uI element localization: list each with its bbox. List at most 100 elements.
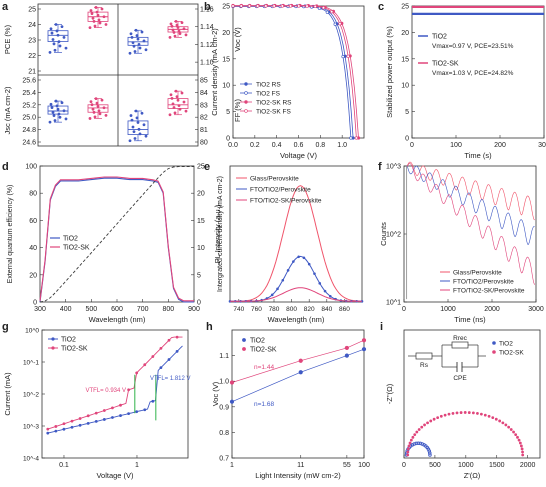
box-point — [91, 16, 95, 20]
box-point — [180, 21, 184, 25]
axis-label-g: Current (mA) — [3, 372, 12, 416]
legend-label-h: TiO2 — [250, 338, 265, 345]
box-point — [131, 41, 135, 45]
eis-point — [517, 438, 521, 442]
box-point — [173, 34, 177, 38]
axis-label-a: PCE (%) — [3, 24, 12, 54]
eis-point — [463, 411, 467, 414]
eis-point — [514, 433, 518, 437]
tick-label-e: 820 — [304, 306, 315, 313]
eis-point — [413, 433, 417, 437]
box-point — [182, 100, 186, 104]
eis-point — [443, 413, 447, 417]
tick-label-i: 1000 — [458, 462, 474, 469]
legend-label-e: FTO/TiO2/Perovskite — [250, 187, 311, 194]
voc-point — [361, 347, 367, 352]
tick-label-a: 82 — [200, 115, 208, 122]
axis-label-e: PL Intensity (a.u.) — [213, 204, 222, 263]
jv-marker — [349, 136, 353, 140]
tick-label-g: 1 — [135, 462, 139, 469]
box-point — [133, 137, 137, 140]
box-point — [130, 118, 134, 122]
eis-point — [471, 411, 475, 415]
box-point — [104, 23, 108, 26]
tick-label-h: 1 — [230, 462, 234, 469]
eis-point — [406, 450, 410, 454]
box-point — [56, 107, 60, 111]
plot-frame-e — [229, 165, 363, 303]
jv-curve-3 — [233, 5, 357, 139]
eis-point — [420, 425, 424, 429]
tick-label-a: 24 — [28, 22, 36, 29]
sclc-marker — [159, 366, 163, 370]
box-point — [53, 119, 57, 122]
box-point — [50, 31, 54, 35]
box-point — [174, 19, 178, 23]
box-point — [177, 29, 181, 33]
panel-label-b: b — [204, 1, 211, 13]
axis-label-h: Voc (V) — [211, 381, 220, 406]
panel-label-f: f — [378, 161, 382, 173]
sclc-marker — [167, 358, 171, 361]
pl-marker — [281, 278, 285, 282]
box-point — [137, 43, 141, 46]
tick-label-e: 800 — [286, 306, 297, 313]
tick-label-b: 0.6 — [294, 142, 304, 149]
tick-label-d: 20 — [29, 272, 37, 279]
tick-label-d: 60 — [29, 218, 37, 225]
tick-label-d: 800 — [162, 306, 174, 313]
circuit-resistor-rs — [415, 352, 433, 360]
axis-label-a: Jsc (mA cm-2) — [3, 86, 12, 134]
tick-label-a: 83 — [200, 102, 208, 109]
tick-label-b: 0.8 — [315, 142, 325, 149]
tick-label-b: 0 — [226, 136, 230, 143]
eis-point — [491, 416, 495, 420]
jv-marker — [305, 4, 309, 8]
box-point — [168, 35, 172, 39]
legend-marker-g — [51, 337, 55, 341]
box-point — [131, 125, 135, 129]
voc-point — [298, 358, 303, 363]
tick-label-a: 25.2 — [22, 102, 36, 109]
trpl-curve-1 — [406, 165, 535, 245]
box-point — [137, 127, 141, 131]
eis-point — [417, 428, 421, 431]
fit-line-0 — [231, 348, 365, 403]
jv-marker — [239, 4, 243, 8]
box-point — [97, 109, 101, 113]
tick-label-i: 2000 — [520, 462, 536, 469]
legend-label-i: TiO2 — [499, 341, 513, 348]
circuit-resistor-rrec — [451, 341, 469, 349]
box-point — [184, 109, 188, 113]
legend-label-e: FTO/TiO2-SK/Perovskite — [250, 198, 322, 205]
box-point — [89, 9, 93, 12]
box-point — [182, 27, 186, 31]
tick-label-a: 80 — [200, 140, 208, 147]
tick-label-c: 5 — [405, 109, 409, 116]
legend-marker-g — [51, 346, 55, 350]
box-point — [60, 101, 64, 105]
box-point — [142, 123, 146, 127]
tick-label-h: 1.1 — [219, 353, 229, 360]
box-point — [89, 100, 93, 104]
box-point — [129, 32, 133, 36]
sclc-marker — [119, 403, 122, 407]
box-point — [128, 139, 132, 143]
jv-marker — [341, 54, 345, 59]
box-point — [90, 12, 94, 16]
tick-label-g: 10^-3 — [23, 424, 39, 431]
legend-label-c: TiO2-SK — [432, 61, 459, 68]
box-body — [87, 104, 109, 113]
legend-label-b: TiO2 RS — [256, 82, 281, 89]
jv-marker — [330, 10, 334, 14]
voc-point — [344, 345, 349, 351]
tick-label-f: 10^3 — [386, 164, 401, 171]
sclc-marker — [127, 412, 130, 416]
tick-label-c: 0 — [410, 142, 414, 149]
jv-marker — [231, 4, 235, 8]
pl-marker — [307, 262, 311, 266]
jv-marker — [333, 22, 337, 26]
sclc-marker — [46, 431, 50, 435]
jv-marker — [256, 4, 260, 8]
box-point — [102, 15, 106, 19]
